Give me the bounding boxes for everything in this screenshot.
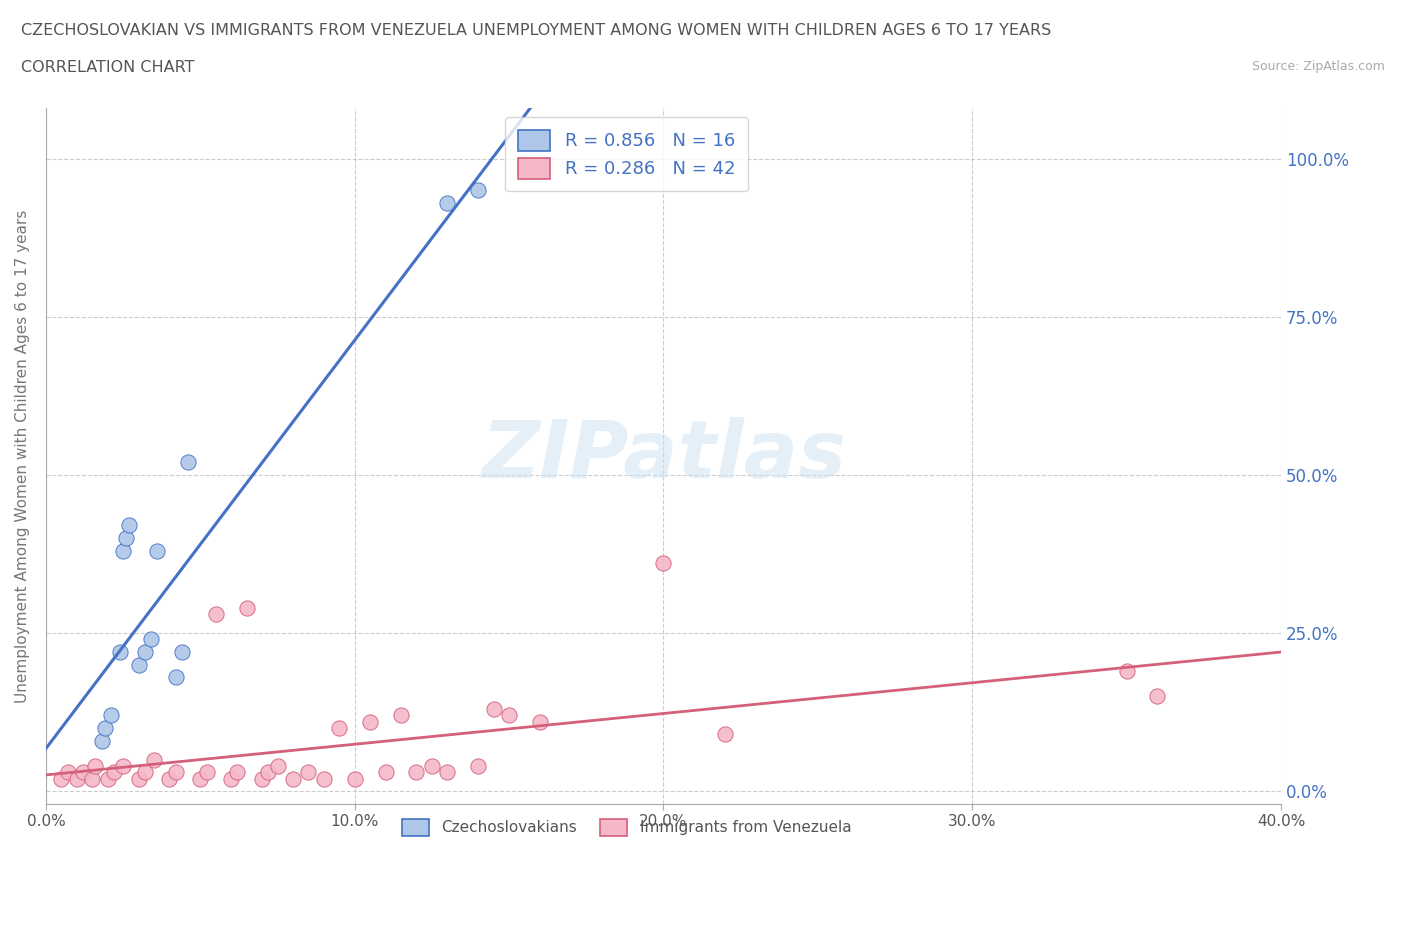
Point	[146, 543, 169, 558]
Point	[266, 759, 288, 774]
Text: CORRELATION CHART: CORRELATION CHART	[21, 60, 194, 75]
Point	[90, 733, 112, 748]
Point	[100, 708, 122, 723]
Legend: Czechoslovakians, Immigrants from Venezuela: Czechoslovakians, Immigrants from Venezu…	[389, 806, 863, 848]
Point	[204, 606, 226, 621]
Point	[235, 600, 257, 615]
Text: Source: ZipAtlas.com: Source: ZipAtlas.com	[1251, 60, 1385, 73]
Point	[72, 764, 94, 779]
Point	[257, 764, 280, 779]
Point	[134, 644, 156, 659]
Point	[66, 771, 89, 786]
Point	[118, 518, 141, 533]
Point	[498, 708, 520, 723]
Point	[165, 670, 187, 684]
Point	[128, 771, 150, 786]
Point	[93, 721, 115, 736]
Point	[281, 771, 304, 786]
Point	[652, 556, 675, 571]
Point	[188, 771, 211, 786]
Point	[328, 721, 350, 736]
Point	[250, 771, 273, 786]
Point	[389, 708, 412, 723]
Point	[226, 764, 249, 779]
Point	[195, 764, 218, 779]
Point	[165, 764, 187, 779]
Point	[134, 764, 156, 779]
Point	[103, 764, 125, 779]
Point	[143, 752, 166, 767]
Point	[112, 759, 135, 774]
Point	[467, 183, 489, 198]
Point	[359, 714, 381, 729]
Point	[405, 764, 427, 779]
Point	[97, 771, 120, 786]
Point	[312, 771, 335, 786]
Point	[436, 195, 458, 210]
Point	[84, 759, 107, 774]
Point	[170, 644, 193, 659]
Point	[51, 771, 73, 786]
Point	[297, 764, 319, 779]
Point	[115, 531, 138, 546]
Point	[112, 543, 135, 558]
Point	[529, 714, 551, 729]
Point	[420, 759, 443, 774]
Point	[219, 771, 242, 786]
Point	[56, 764, 79, 779]
Point	[343, 771, 366, 786]
Point	[436, 764, 458, 779]
Point	[82, 771, 104, 786]
Point	[159, 771, 181, 786]
Point	[482, 701, 505, 716]
Point	[714, 727, 737, 742]
Point	[467, 759, 489, 774]
Point	[139, 631, 162, 646]
Y-axis label: Unemployment Among Women with Children Ages 6 to 17 years: Unemployment Among Women with Children A…	[15, 209, 30, 702]
Point	[108, 644, 131, 659]
Point	[128, 658, 150, 672]
Point	[1146, 689, 1168, 704]
Point	[177, 455, 200, 470]
Point	[374, 764, 396, 779]
Point	[1115, 663, 1137, 678]
Text: CZECHOSLOVAKIAN VS IMMIGRANTS FROM VENEZUELA UNEMPLOYMENT AMONG WOMEN WITH CHILD: CZECHOSLOVAKIAN VS IMMIGRANTS FROM VENEZ…	[21, 23, 1052, 38]
Text: ZIPatlas: ZIPatlas	[481, 417, 846, 495]
